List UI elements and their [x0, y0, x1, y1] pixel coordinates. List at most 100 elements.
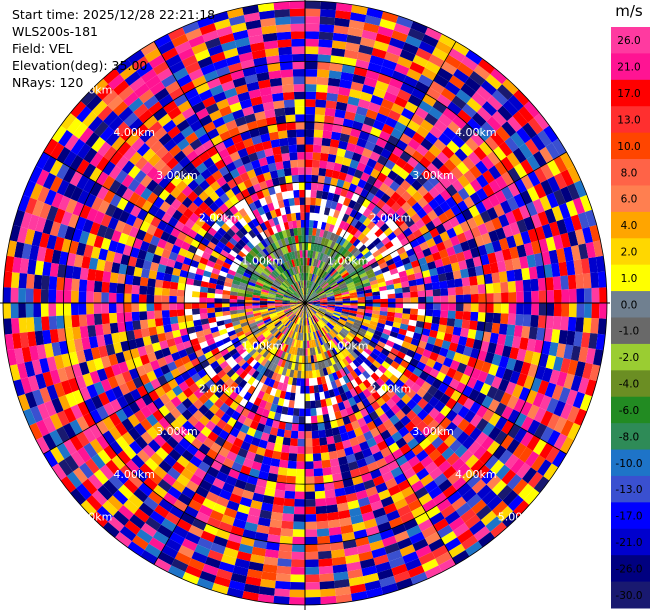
velocity-gate [278, 287, 286, 293]
velocity-gate [338, 256, 346, 264]
velocity-gate [322, 130, 333, 139]
velocity-gate [357, 232, 366, 242]
velocity-gate [164, 412, 176, 425]
velocity-gate [222, 112, 235, 124]
velocity-gate [128, 473, 144, 489]
velocity-gate [274, 240, 281, 250]
velocity-gate [58, 394, 71, 411]
velocity-gate [148, 490, 163, 505]
velocity-gate [114, 531, 132, 548]
velocity-gate [173, 358, 184, 369]
velocity-gate [292, 61, 305, 70]
colorbar-tick-label: -1.0 [619, 326, 640, 338]
velocity-gate [369, 151, 381, 162]
velocity-gate [277, 312, 285, 317]
velocity-gate [273, 1, 290, 11]
velocity-gate [199, 383, 210, 394]
velocity-gate [295, 212, 301, 221]
velocity-gate [176, 309, 185, 317]
velocity-gate [86, 384, 99, 399]
velocity-gate [322, 214, 329, 223]
velocity-gate [249, 238, 258, 247]
velocity-gate [230, 287, 239, 293]
velocity-gate [249, 176, 259, 186]
velocity-gate [566, 260, 576, 276]
velocity-gate [275, 24, 291, 33]
velocity-gate [355, 284, 364, 290]
velocity-gate [509, 246, 520, 260]
velocity-gate [314, 205, 321, 214]
velocity-gate [310, 292, 317, 298]
velocity-gate [310, 197, 317, 206]
velocity-gate [469, 178, 483, 192]
velocity-gate [438, 113, 453, 127]
velocity-gate [350, 300, 358, 303]
velocity-gate [206, 338, 216, 346]
velocity-gate [153, 434, 167, 448]
velocity-gate [274, 356, 281, 366]
velocity-gate [238, 388, 248, 398]
velocity-gate [280, 334, 287, 343]
velocity-gate [157, 479, 172, 493]
velocity-gate [193, 173, 206, 186]
velocity-gate [51, 249, 62, 265]
velocity-gate [218, 148, 230, 160]
velocity-gate [231, 351, 241, 361]
velocity-gate [252, 307, 261, 312]
velocity-gate [416, 125, 430, 139]
velocity-gate [248, 335, 257, 343]
velocity-gate [325, 289, 333, 294]
velocity-gate [410, 259, 420, 268]
velocity-gate [270, 193, 278, 203]
velocity-gate [286, 311, 293, 317]
velocity-gate [207, 163, 219, 175]
velocity-gate [323, 206, 331, 216]
velocity-gate [93, 210, 105, 225]
velocity-gate [295, 273, 300, 282]
velocity-gate [290, 299, 298, 302]
velocity-gate [290, 296, 299, 301]
velocity-gate [384, 116, 398, 129]
velocity-gate [327, 299, 336, 302]
velocity-gate [327, 266, 334, 274]
velocity-gate [289, 267, 295, 276]
velocity-gate [210, 347, 220, 356]
velocity-gate [180, 512, 196, 525]
velocity-gate [316, 69, 330, 78]
velocity-gate [131, 454, 145, 469]
velocity-gate [108, 312, 118, 324]
velocity-gate [453, 243, 463, 255]
velocity-gate [330, 200, 338, 210]
velocity-gate [35, 373, 47, 390]
velocity-gate [461, 56, 479, 71]
velocity-gate [256, 364, 264, 373]
velocity-gate [187, 499, 203, 512]
velocity-gate [247, 229, 257, 239]
velocity-gate [308, 257, 313, 266]
velocity-gate [252, 300, 260, 303]
velocity-gate [373, 269, 383, 276]
velocity-gate [242, 327, 252, 334]
velocity-gate [255, 281, 264, 287]
velocity-gate [33, 303, 42, 318]
velocity-gate [299, 280, 302, 289]
velocity-gate [198, 461, 211, 473]
velocity-gate [525, 201, 538, 217]
velocity-gate [149, 261, 160, 272]
velocity-gate [269, 170, 279, 180]
velocity-gate [129, 514, 146, 529]
velocity-gate [290, 304, 298, 308]
velocity-gate [329, 138, 340, 148]
velocity-gate [96, 368, 108, 382]
velocity-gate [390, 236, 400, 246]
velocity-gate [16, 362, 28, 380]
velocity-gate [152, 184, 165, 197]
velocity-gate [221, 440, 234, 451]
velocity-gate [209, 191, 220, 203]
velocity-gate [274, 298, 283, 301]
velocity-gate [312, 250, 316, 259]
velocity-gate [250, 338, 259, 346]
velocity-gate [263, 359, 272, 369]
velocity-gate [289, 1, 305, 9]
velocity-gate [404, 217, 415, 228]
